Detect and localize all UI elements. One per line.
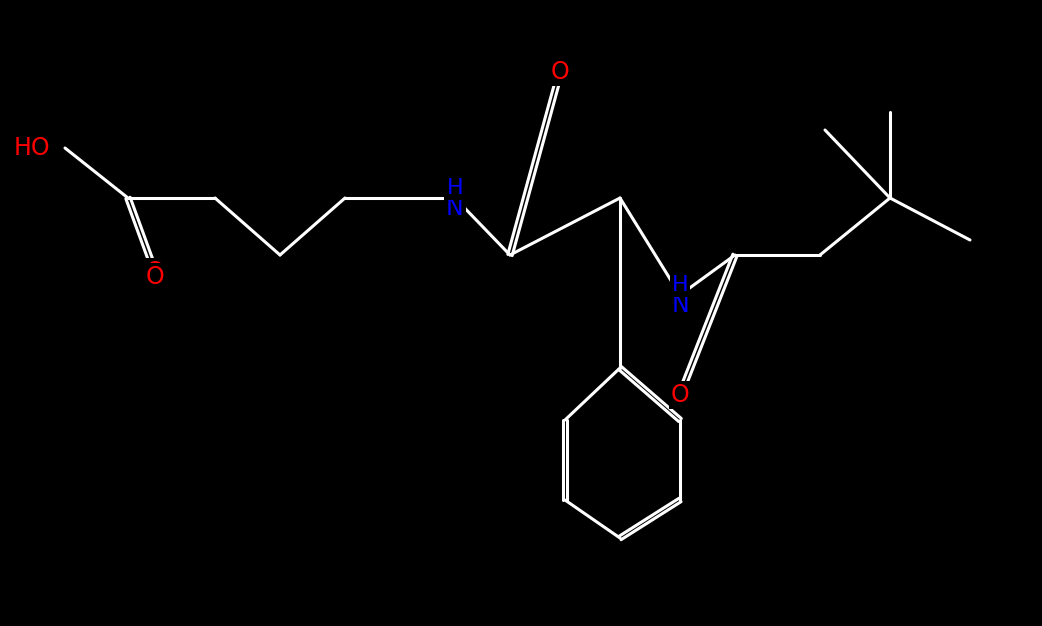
Text: HO: HO <box>14 136 50 160</box>
Text: O: O <box>550 60 569 84</box>
Text: O: O <box>146 265 165 289</box>
Text: O: O <box>146 260 165 284</box>
Text: N: N <box>446 196 464 220</box>
Text: N: N <box>671 293 689 317</box>
Text: H: H <box>672 275 689 295</box>
Text: O: O <box>671 383 690 407</box>
Text: H: H <box>447 178 464 198</box>
